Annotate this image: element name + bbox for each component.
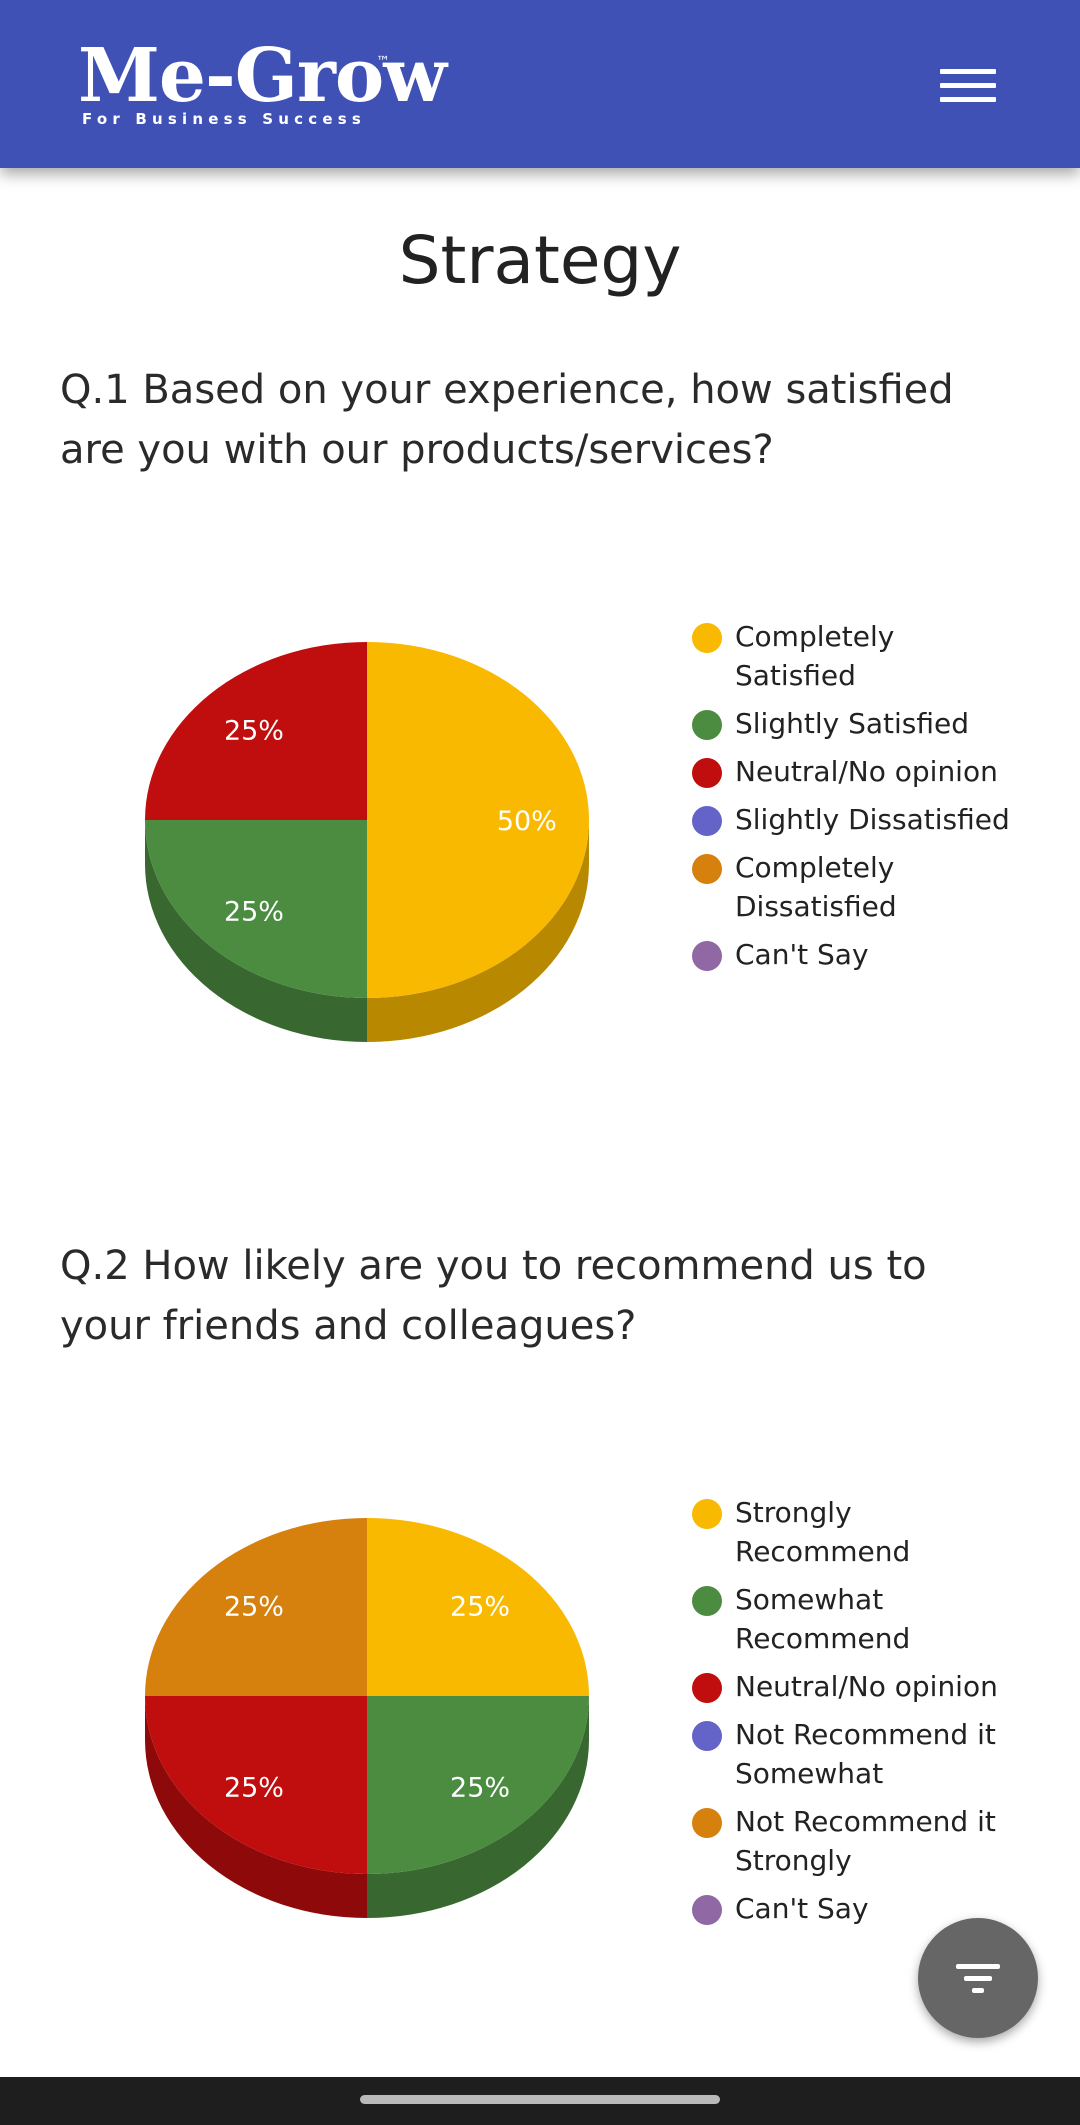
home-gesture-handle[interactable]: [360, 2095, 720, 2104]
logo-tagline: For Business Success: [82, 110, 366, 128]
question-2-title: Q.2 How likely are you to recommend us t…: [60, 1243, 927, 1349]
legend-label: Strongly Recommend: [735, 1496, 911, 1568]
legend-q1: Completely Satisfied Slightly Satisfied Ne…: [692, 617, 1012, 983]
legend-swatch: [692, 1721, 722, 1751]
legend-item-completely-dissatisfied[interactable]: Completely Dissatisfied: [692, 848, 1012, 926]
legend-item-can-t-say[interactable]: Can't Say: [692, 1889, 1012, 1928]
legend-label: Slightly Satisfied: [735, 707, 969, 740]
legend-swatch: [692, 941, 722, 971]
legend-swatch: [692, 710, 722, 740]
legend-label: Slightly Dissatisfied: [735, 803, 1010, 836]
pie-slice-strongly-recommend[interactable]: [367, 1518, 589, 1696]
legend-item-neutral-no-opinion[interactable]: Neutral/No opinion: [692, 1667, 1012, 1706]
legend-item-neutral-no-opinion[interactable]: Neutral/No opinion: [692, 752, 1012, 791]
legend-label: Not Recommend it Strongly: [735, 1805, 996, 1877]
pie-side-completely-satisfied: [367, 820, 589, 1042]
legend-swatch: [692, 758, 722, 788]
legend-label: Can't Say: [735, 1892, 869, 1925]
pie-side-somewhat-recommend: [367, 1696, 589, 1918]
pie-slice-slightly-satisfied[interactable]: [145, 820, 367, 998]
legend-swatch: [692, 1586, 722, 1616]
pie-side-slightly-satisfied: [145, 820, 367, 1042]
pie-slice-neutral-no-opinion[interactable]: [145, 1696, 367, 1874]
pie-label-somewhat-recommend: 25%: [450, 1773, 510, 1804]
me-grow-logo[interactable]: Me-Grow ™ For Business Success: [78, 33, 447, 128]
legend-swatch: [692, 1895, 722, 1925]
pie-label-strongly-recommend: 25%: [450, 1591, 510, 1622]
system-navigation-bar: [0, 2077, 1080, 2125]
legend-swatch: [692, 1808, 722, 1838]
pie-chart-q2: 25% 25% 25% 25%: [145, 1518, 589, 1918]
pie-slice-not-recommend-it-strongly[interactable]: [145, 1518, 367, 1696]
pie-label-slightly-satisfied: 25%: [224, 897, 284, 928]
legend-swatch: [692, 1673, 722, 1703]
legend-swatch: [692, 854, 722, 884]
legend-item-not-recommend-it-strongly[interactable]: Not Recommend it Strongly: [692, 1802, 1012, 1880]
legend-q2: Strongly Recommend Somewhat Recommend Neut…: [692, 1493, 1012, 1937]
legend-item-not-recommend-it-somewhat[interactable]: Not Recommend it Somewhat: [692, 1715, 1012, 1793]
legend-item-slightly-satisfied[interactable]: Slightly Satisfied: [692, 704, 1012, 743]
legend-swatch: [692, 623, 722, 653]
app-header: Me-Grow ™ For Business Success: [0, 0, 1080, 168]
pie-slice-somewhat-recommend[interactable]: [367, 1696, 589, 1874]
legend-label: Somewhat Recommend: [735, 1583, 911, 1655]
legend-item-completely-satisfied[interactable]: Completely Satisfied: [692, 617, 1012, 695]
pie-label-not-recommend-it-strongly: 25%: [224, 1591, 284, 1622]
pie-slice-completely-satisfied[interactable]: [367, 642, 589, 998]
filter-icon: [956, 1964, 1000, 1969]
logo-wordmark: Me-Grow: [78, 33, 447, 119]
legend-item-can-t-say[interactable]: Can't Say: [692, 935, 1012, 974]
filter-button[interactable]: [918, 1918, 1038, 2038]
page-title: Strategy: [398, 222, 682, 299]
legend-label: Completely Dissatisfied: [735, 851, 897, 923]
legend-label: Not Recommend it Somewhat: [735, 1718, 996, 1790]
pie-side-neutral-no-opinion: [145, 1696, 367, 1918]
legend-label: Can't Say: [735, 938, 869, 971]
legend-swatch: [692, 1499, 722, 1529]
legend-label: Neutral/No opinion: [735, 1670, 998, 1703]
legend-swatch: [692, 806, 722, 836]
pie-label-completely-satisfied: 50%: [497, 806, 557, 837]
hamburger-icon[interactable]: [940, 66, 996, 106]
legend-item-somewhat-recommend[interactable]: Somewhat Recommend: [692, 1580, 1012, 1658]
legend-label: Completely Satisfied: [735, 620, 895, 692]
pie-slice-neutral-no-opinion[interactable]: [145, 642, 367, 820]
question-1-title: Q.1 Based on your experience, how satisf…: [60, 367, 954, 473]
pie-label-neutral-no-opinion: 25%: [224, 1773, 284, 1804]
pie-label-neutral-no-opinion: 25%: [224, 715, 284, 746]
logo-trademark: ™: [376, 54, 390, 70]
pie-chart-q1: 50% 25% 25%: [145, 642, 589, 1042]
legend-item-strongly-recommend[interactable]: Strongly Recommend: [692, 1493, 1012, 1571]
legend-label: Neutral/No opinion: [735, 755, 998, 788]
legend-item-slightly-dissatisfied[interactable]: Slightly Dissatisfied: [692, 800, 1012, 839]
